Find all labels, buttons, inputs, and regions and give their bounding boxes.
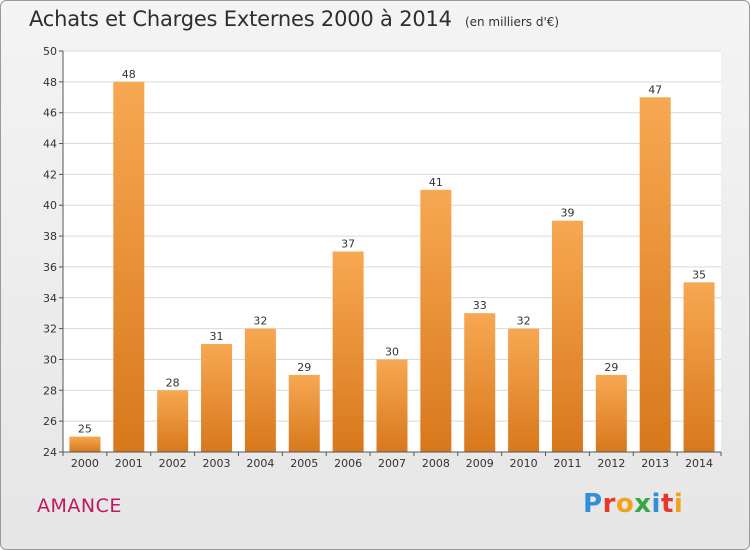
x-tick-label: 2008	[422, 457, 450, 470]
y-tick-label: 34	[43, 292, 57, 305]
proxiti-logo: Proxiti	[583, 489, 683, 519]
bar	[376, 359, 408, 452]
x-tick-label: 2014	[685, 457, 713, 470]
y-tick-label: 32	[43, 323, 57, 336]
y-tick-label: 42	[43, 168, 57, 181]
x-tick-label: 2004	[246, 457, 274, 470]
bar	[595, 374, 627, 452]
logo-letter: o	[615, 489, 635, 519]
bar	[113, 81, 145, 452]
y-tick-label: 30	[43, 353, 57, 366]
bar-value-label: 47	[648, 83, 662, 96]
x-tick-label: 2001	[115, 457, 143, 470]
unit-text: (en milliers d'€)	[464, 15, 560, 29]
bar	[288, 374, 320, 452]
bar-value-label: 33	[473, 299, 487, 312]
bar	[201, 344, 233, 452]
bar-value-label: 28	[166, 376, 180, 389]
bar-value-label: 35	[692, 268, 706, 281]
bar	[69, 436, 101, 452]
y-tick-label: 36	[43, 261, 57, 274]
logo-letter: P	[583, 489, 603, 519]
y-tick-label: 46	[43, 107, 57, 120]
x-tick-label: 2011	[553, 457, 581, 470]
title-text: Achats et Charges Externes 2000 à 2014	[29, 7, 452, 31]
bar-value-label: 32	[253, 315, 267, 328]
logo-letter: t	[660, 489, 674, 519]
x-tick-label: 2013	[641, 457, 669, 470]
logo-letter: i	[673, 489, 684, 519]
bar	[244, 328, 276, 452]
x-tick-label: 2009	[466, 457, 494, 470]
x-tick-label: 2007	[378, 457, 406, 470]
y-tick-label: 38	[43, 230, 57, 243]
chart-title: Achats et Charges Externes 2000 à 2014 (…	[29, 7, 559, 31]
bar	[332, 251, 364, 452]
bar	[420, 189, 452, 453]
bar-value-label: 29	[297, 361, 311, 374]
bar	[551, 220, 583, 452]
x-tick-label: 2002	[159, 457, 187, 470]
bar	[508, 328, 540, 452]
y-tick-label: 40	[43, 199, 57, 212]
y-tick-label: 48	[43, 76, 57, 89]
y-tick-label: 50	[43, 45, 57, 58]
x-tick-label: 2006	[334, 457, 362, 470]
x-tick-label: 2003	[203, 457, 231, 470]
x-tick-label: 2000	[71, 457, 99, 470]
logo-letter: i	[651, 489, 661, 519]
bar	[683, 282, 715, 452]
city-name: AMANCE	[37, 495, 122, 517]
bar-value-label: 29	[604, 361, 618, 374]
x-tick-label: 2012	[597, 457, 625, 470]
bar-value-label: 37	[341, 238, 355, 251]
logo-letter: x	[634, 489, 652, 519]
x-tick-label: 2010	[510, 457, 538, 470]
x-tick-label: 2005	[290, 457, 318, 470]
bar-value-label: 25	[78, 423, 92, 436]
bar-value-label: 30	[385, 345, 399, 358]
bar-value-label: 39	[560, 207, 574, 220]
y-tick-label: 26	[43, 415, 57, 428]
bar-value-label: 48	[122, 68, 136, 81]
bar-value-label: 41	[429, 176, 443, 189]
bar-value-label: 32	[517, 315, 531, 328]
logo-letter: r	[602, 489, 616, 519]
y-tick-label: 28	[43, 384, 57, 397]
bar	[464, 313, 496, 452]
bar	[639, 97, 671, 453]
bar	[157, 390, 189, 452]
bar-value-label: 31	[210, 330, 224, 343]
y-tick-label: 44	[43, 138, 57, 151]
y-tick-label: 24	[43, 446, 57, 459]
